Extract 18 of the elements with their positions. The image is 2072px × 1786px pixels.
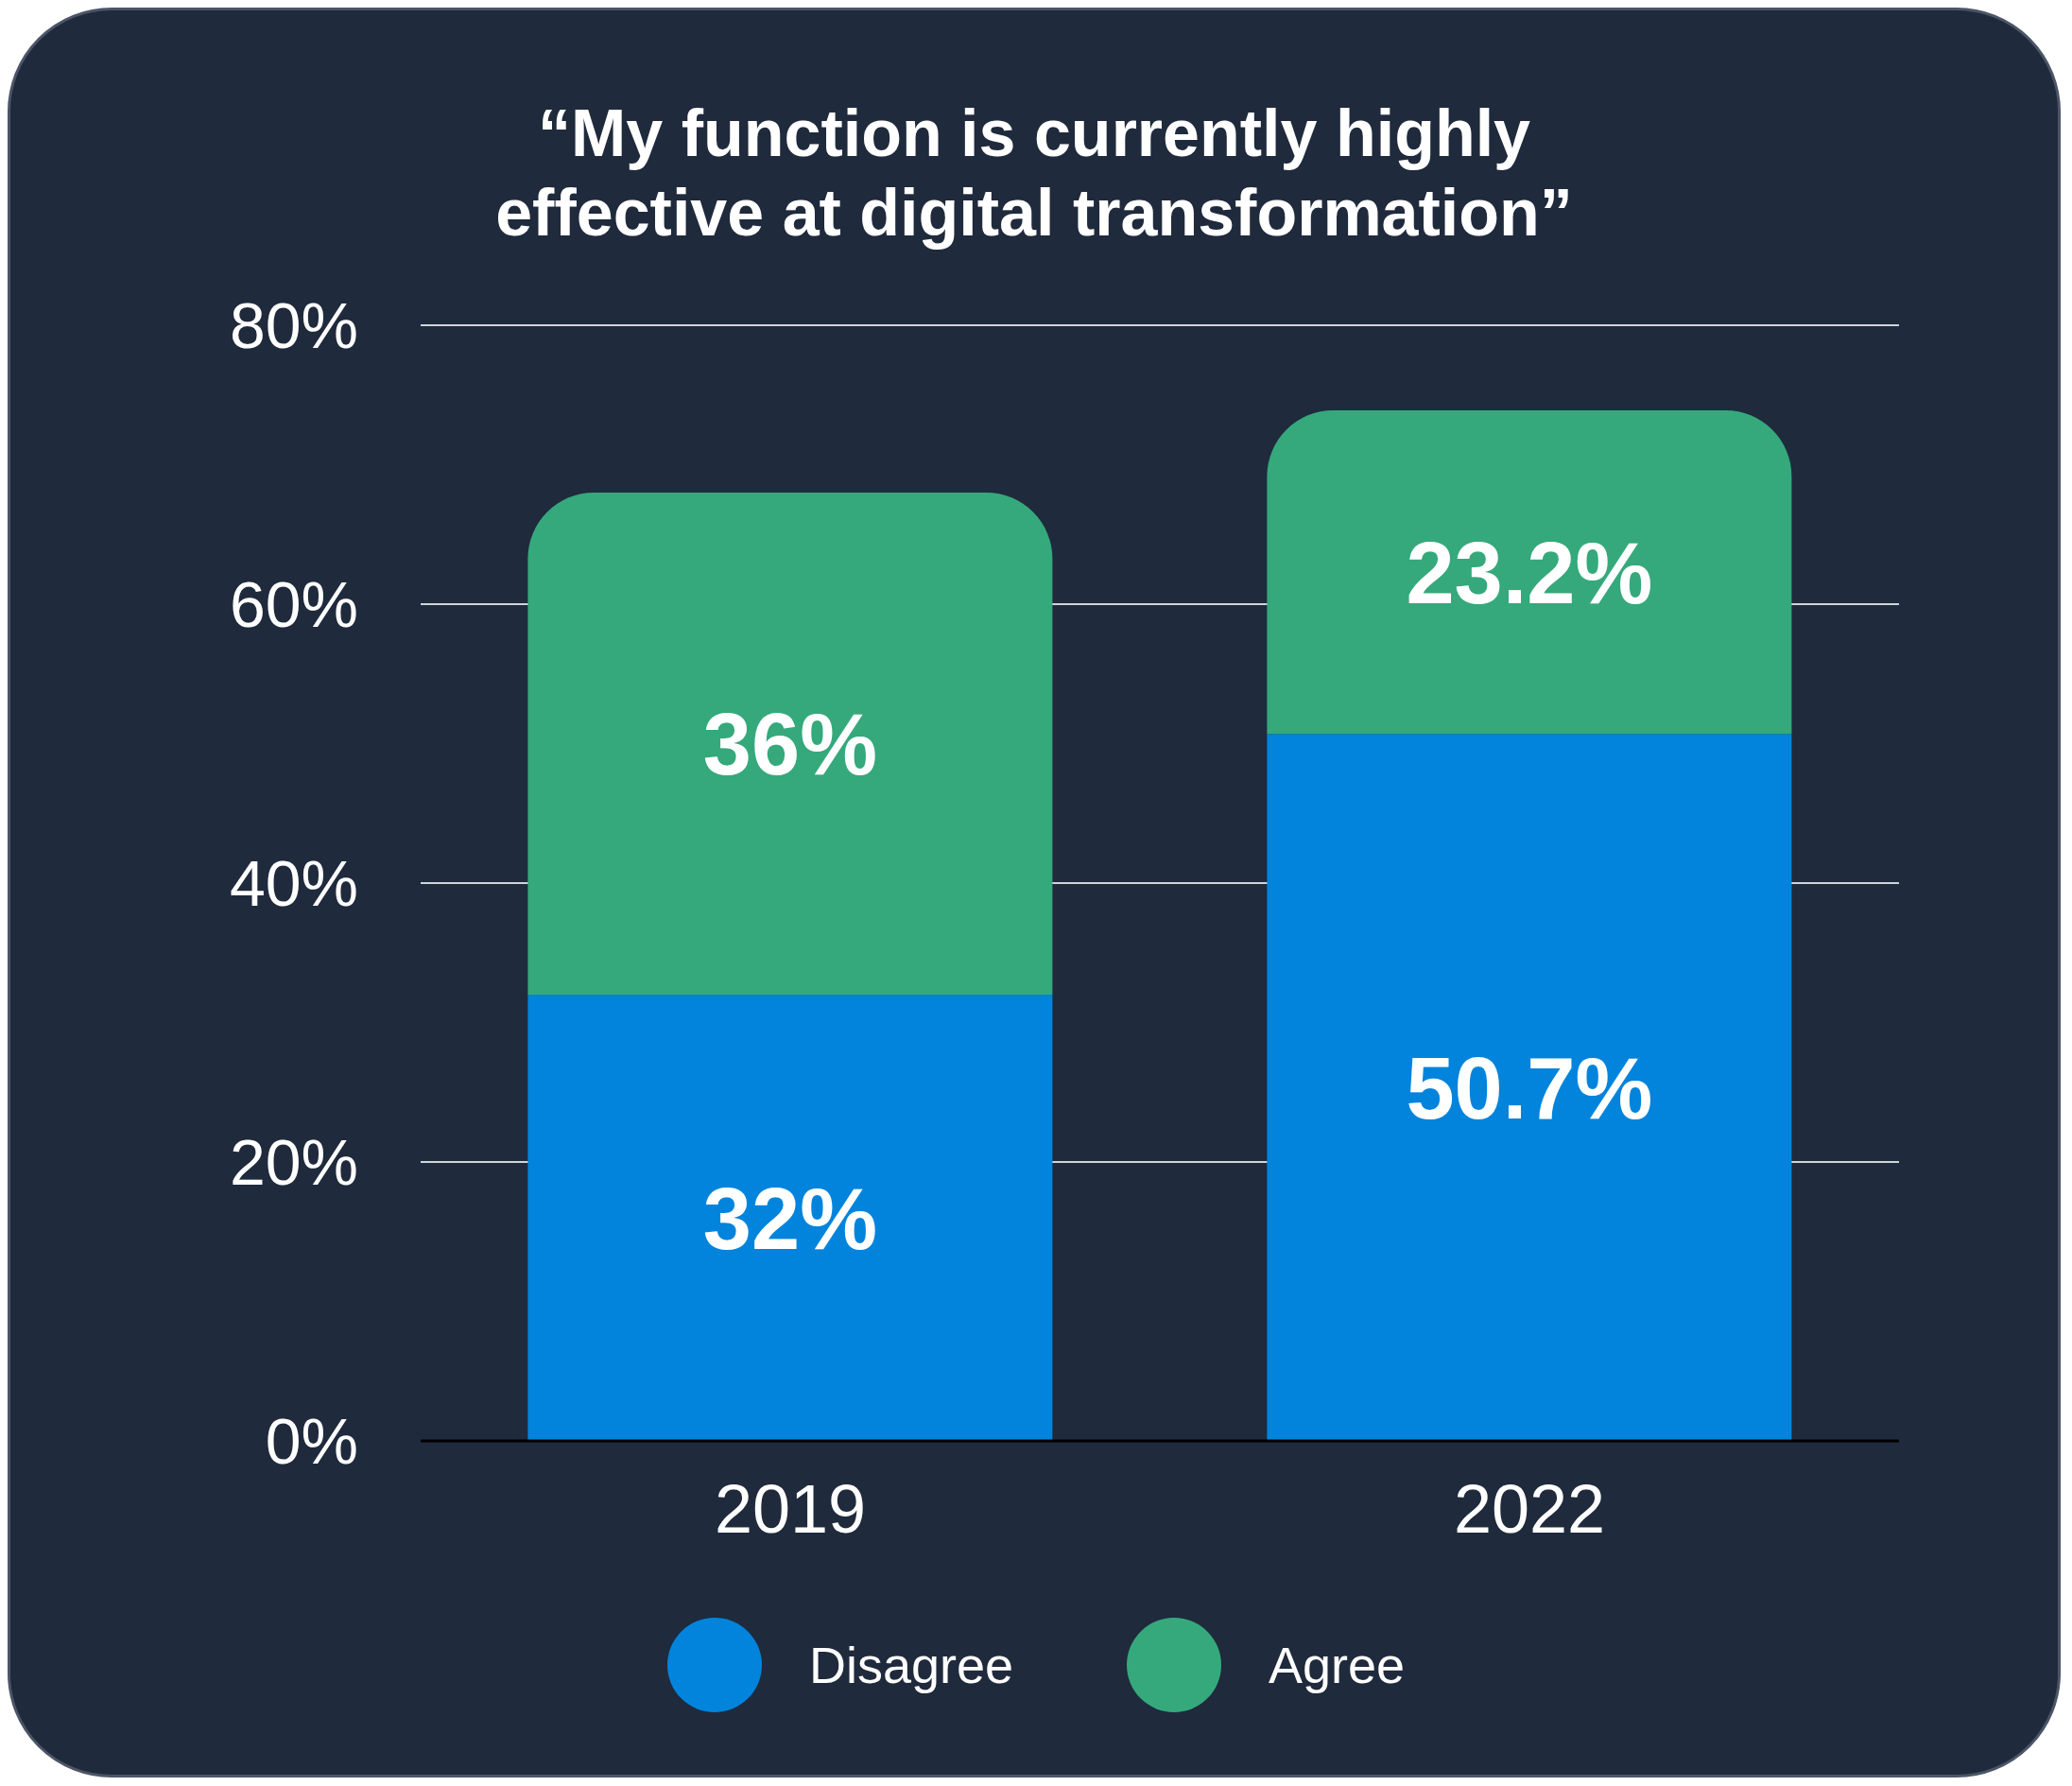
data-label: 50.7% <box>1406 1039 1653 1136</box>
bar <box>527 493 1053 995</box>
y-tick-label: 20% <box>229 1126 358 1199</box>
data-label: 36% <box>702 696 877 793</box>
legend-label: Disagree <box>808 1636 1013 1694</box>
legend-label: Agree <box>1269 1636 1406 1694</box>
bar <box>1267 734 1792 1441</box>
bar <box>527 995 1053 1441</box>
y-tick-label: 80% <box>229 289 358 362</box>
x-tick-label: 2022 <box>1453 1471 1606 1548</box>
x-tick-label: 2019 <box>714 1471 867 1548</box>
chart-title: “My function is currently highly effective at digital transformation” <box>494 95 1574 251</box>
y-tick-label: 40% <box>229 847 358 920</box>
data-label: 32% <box>702 1170 877 1267</box>
data-label: 23.2% <box>1406 524 1653 621</box>
y-tick-label: 0% <box>265 1405 358 1478</box>
bar <box>1267 409 1792 735</box>
y-tick-label: 60% <box>229 568 358 641</box>
